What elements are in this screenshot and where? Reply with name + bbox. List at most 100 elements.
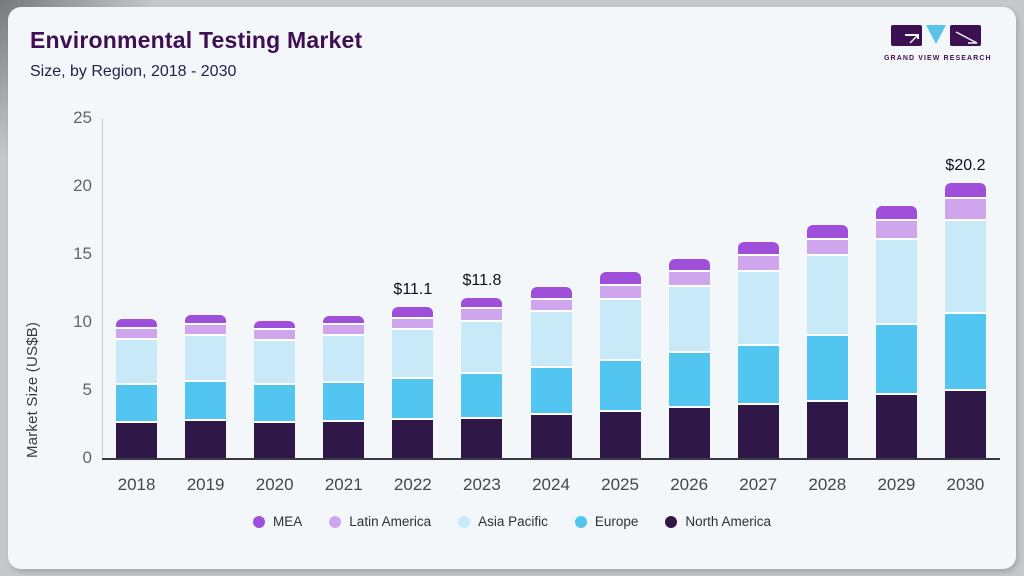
chart-card: Environmental Testing Market Size, by Re… <box>8 7 1016 569</box>
x-tick-label-2025: 2025 <box>601 475 639 494</box>
bar-segment-north-america <box>737 404 779 458</box>
legend-dot-icon <box>253 515 266 528</box>
stacked-bar-2028 <box>806 118 848 458</box>
bar-value-label-2022: $11.1 <box>393 281 433 299</box>
bar-segment-asia-pacific <box>944 221 986 314</box>
y-tick-label: 5 <box>82 380 92 399</box>
page-title: Environmental Testing Market <box>30 27 363 53</box>
bar-segment-asia-pacific <box>737 272 779 346</box>
bar-segment-north-america <box>185 421 227 458</box>
bar-segment-north-america <box>599 412 641 458</box>
legend-item-mea: MEA <box>253 514 302 529</box>
bar-segment-mea <box>392 307 434 319</box>
bar-segment-asia-pacific <box>599 299 641 361</box>
bar-segment-mea <box>875 205 917 221</box>
x-tick-label-2019: 2019 <box>186 475 225 494</box>
y-axis-line <box>102 118 103 458</box>
bar-segment-mea <box>668 258 710 273</box>
legend-item-asia-pacific: Asia Pacific <box>458 514 548 529</box>
stacked-bar-2027 <box>737 118 779 458</box>
bar-segment-asia-pacific <box>392 330 434 380</box>
y-tick-label: 0 <box>82 448 92 467</box>
bar-segment-latin-america <box>116 328 158 340</box>
stacked-bar-2022 <box>392 118 434 458</box>
bar-segment-latin-america <box>185 324 227 336</box>
bar-segment-europe <box>530 367 572 416</box>
bar-segment-north-america <box>461 418 503 458</box>
bar-segment-asia-pacific <box>668 287 710 354</box>
x-tick-label-2027: 2027 <box>739 475 778 494</box>
bar-segment-europe <box>737 345 779 405</box>
legend-dot-icon <box>574 515 587 528</box>
y-axis-title: Market Size (US$B) <box>24 321 41 458</box>
bar-segment-latin-america <box>668 272 710 288</box>
bar-segment-latin-america <box>530 299 572 312</box>
legend-dot-icon <box>458 515 471 528</box>
stacked-bar-2025 <box>599 118 641 458</box>
y-tick-label: 10 <box>73 312 92 331</box>
legend-item-latin-america: Latin America <box>329 514 431 529</box>
bar-segment-mea <box>116 319 158 329</box>
bar-segment-north-america <box>392 419 434 458</box>
bar-segment-europe <box>806 335 848 402</box>
bar-segment-asia-pacific <box>530 311 572 368</box>
stacked-bar-2021 <box>323 118 365 458</box>
legend-item-north-america: North America <box>665 514 771 529</box>
bar-segment-europe <box>875 325 917 396</box>
bar-value-label-2023: $11.8 <box>462 271 502 289</box>
x-tick-label-2026: 2026 <box>670 475 709 494</box>
x-tick-label-2020: 2020 <box>255 475 294 494</box>
bar-segment-asia-pacific <box>806 256 848 336</box>
legend-item-europe: Europe <box>574 514 638 529</box>
x-tick-label-2024: 2024 <box>532 475 570 494</box>
legend-label: North America <box>685 514 771 529</box>
bar-segment-latin-america <box>737 256 779 273</box>
bar-segment-north-america <box>530 415 572 458</box>
logo-wordmark: GRAND VIEW RESEARCH <box>884 55 992 62</box>
legend-label: Asia Pacific <box>478 514 548 529</box>
legend-dot-icon <box>329 515 342 528</box>
bar-segment-europe <box>599 360 641 413</box>
bar-segment-latin-america <box>392 318 434 331</box>
legend-label: MEA <box>273 514 303 529</box>
x-tick-label-2018: 2018 <box>117 475 156 494</box>
grand-view-research-logo: GRAND VIEW RESEARCH <box>884 19 992 67</box>
x-tick-label-2028: 2028 <box>808 475 847 494</box>
bar-segment-latin-america <box>875 220 917 241</box>
bar-segment-europe <box>944 313 986 392</box>
bar-segment-europe <box>254 385 296 424</box>
bar-segment-europe <box>461 373 503 419</box>
bar-segment-mea <box>737 242 779 257</box>
bar-segment-asia-pacific <box>461 322 503 374</box>
plot-area <box>102 118 1000 458</box>
bar-segment-latin-america <box>599 285 641 300</box>
bar-segment-north-america <box>668 408 710 458</box>
x-axis-line <box>102 458 1000 460</box>
bar-value-label-2030: $20.2 <box>945 157 986 175</box>
bar-segment-latin-america <box>461 309 503 322</box>
x-tick-label-2030: 2030 <box>946 475 985 494</box>
stacked-bar-2026 <box>668 118 710 458</box>
bar-segment-asia-pacific <box>185 335 227 382</box>
bar-segment-europe <box>323 382 365 422</box>
bar-segment-mea <box>944 183 986 199</box>
bar-segment-europe <box>668 353 710 409</box>
bar-segment-mea <box>185 315 227 325</box>
bar-segment-asia-pacific <box>875 240 917 326</box>
bar-segment-latin-america <box>254 330 296 342</box>
bar-segment-mea <box>461 297 503 310</box>
bar-segment-mea <box>806 224 848 240</box>
bar-segment-north-america <box>944 391 986 458</box>
stacked-bar-2019 <box>185 118 227 458</box>
bar-segment-latin-america <box>323 325 365 337</box>
legend-label: Latin America <box>349 514 432 529</box>
x-tick-label-2021: 2021 <box>324 475 363 494</box>
bar-segment-north-america <box>116 422 158 458</box>
bar-segment-north-america <box>875 395 917 458</box>
chart-subtitle: Size, by Region, 2018 - 2030 <box>30 63 237 80</box>
legend-dot-icon <box>665 515 678 528</box>
bar-segment-mea <box>599 272 641 286</box>
bar-segment-asia-pacific <box>116 339 158 385</box>
bar-segment-europe <box>185 381 227 422</box>
stacked-bar-2018 <box>116 118 158 458</box>
